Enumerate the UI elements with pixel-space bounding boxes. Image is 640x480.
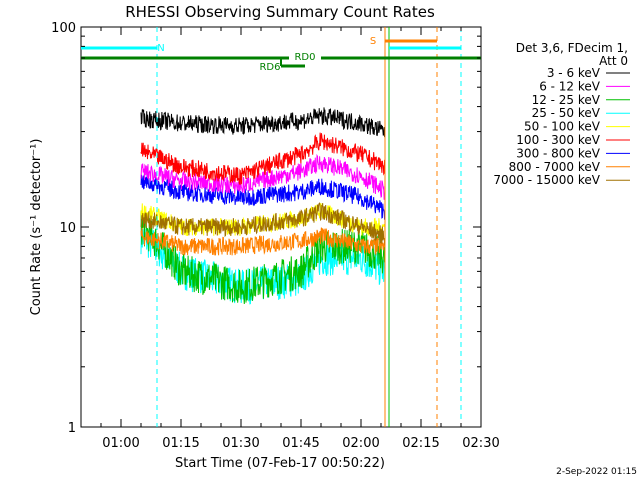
series-line-7000-15000-kev [140,202,386,246]
annotation-rd0: RD0 [294,52,315,63]
series-line-100-300-kev [140,132,386,185]
y-tick-label: 100 [51,21,76,36]
axis-layer: 01:00 01:15 01:30 01:45 02:00 02:15 02:30 1 10 10… [51,21,500,451]
x-tick-label: 01:30 [222,436,259,451]
legend-label: 300 - 800 keV [516,146,600,160]
legend-label: 25 - 50 keV [532,106,601,120]
legend-label: 100 - 300 keV [516,133,600,147]
series-line-12-25-kev [140,210,386,305]
annotation-s: S [370,36,376,47]
legend-header-line-0: Det 3,6, FDecim 1, [516,41,628,55]
legend-label: 50 - 100 keV [524,120,601,134]
x-tick-label: 02:00 [342,436,379,451]
y-tick-label: 10 [59,221,76,236]
series-line-3-6-kev [140,107,386,138]
x-axis-label: Start Time (07-Feb-17 00:50:22) [175,456,385,471]
legend-label: 6 - 12 keV [539,79,601,93]
x-tick-label: 02:30 [462,436,499,451]
annotation-n: N [157,43,164,54]
series-line-6-12-kev [140,153,386,200]
series-layer [140,107,386,305]
series-line-800-7000-kev [140,227,386,256]
legend-label: 12 - 25 keV [532,93,601,107]
chart-title: RHESSI Observing Summary Count Rates [125,3,435,21]
legend-label: 7000 - 15000 keV [493,173,600,187]
annotation-rd6: RD6 [259,62,280,73]
legend-label: 3 - 6 keV [547,66,601,80]
annotation-bg-2 [289,50,321,62]
legend-header-line-1: Att 0 [599,54,628,68]
y-tick-label: 1 [68,421,76,436]
y-axis-label: Count Rate (s⁻¹ detector⁻¹) [29,139,44,316]
x-tick-label: 02:15 [402,436,439,451]
legend-label: 800 - 7000 keV [509,160,601,174]
x-tick-label: 01:15 [162,436,199,451]
overlay-layer: N S RD0 RD6 [81,27,481,427]
x-tick-label: 01:45 [282,436,319,451]
footer-date: 2-Sep-2022 01:15 [556,467,637,477]
x-tick-label: 01:00 [102,436,139,451]
